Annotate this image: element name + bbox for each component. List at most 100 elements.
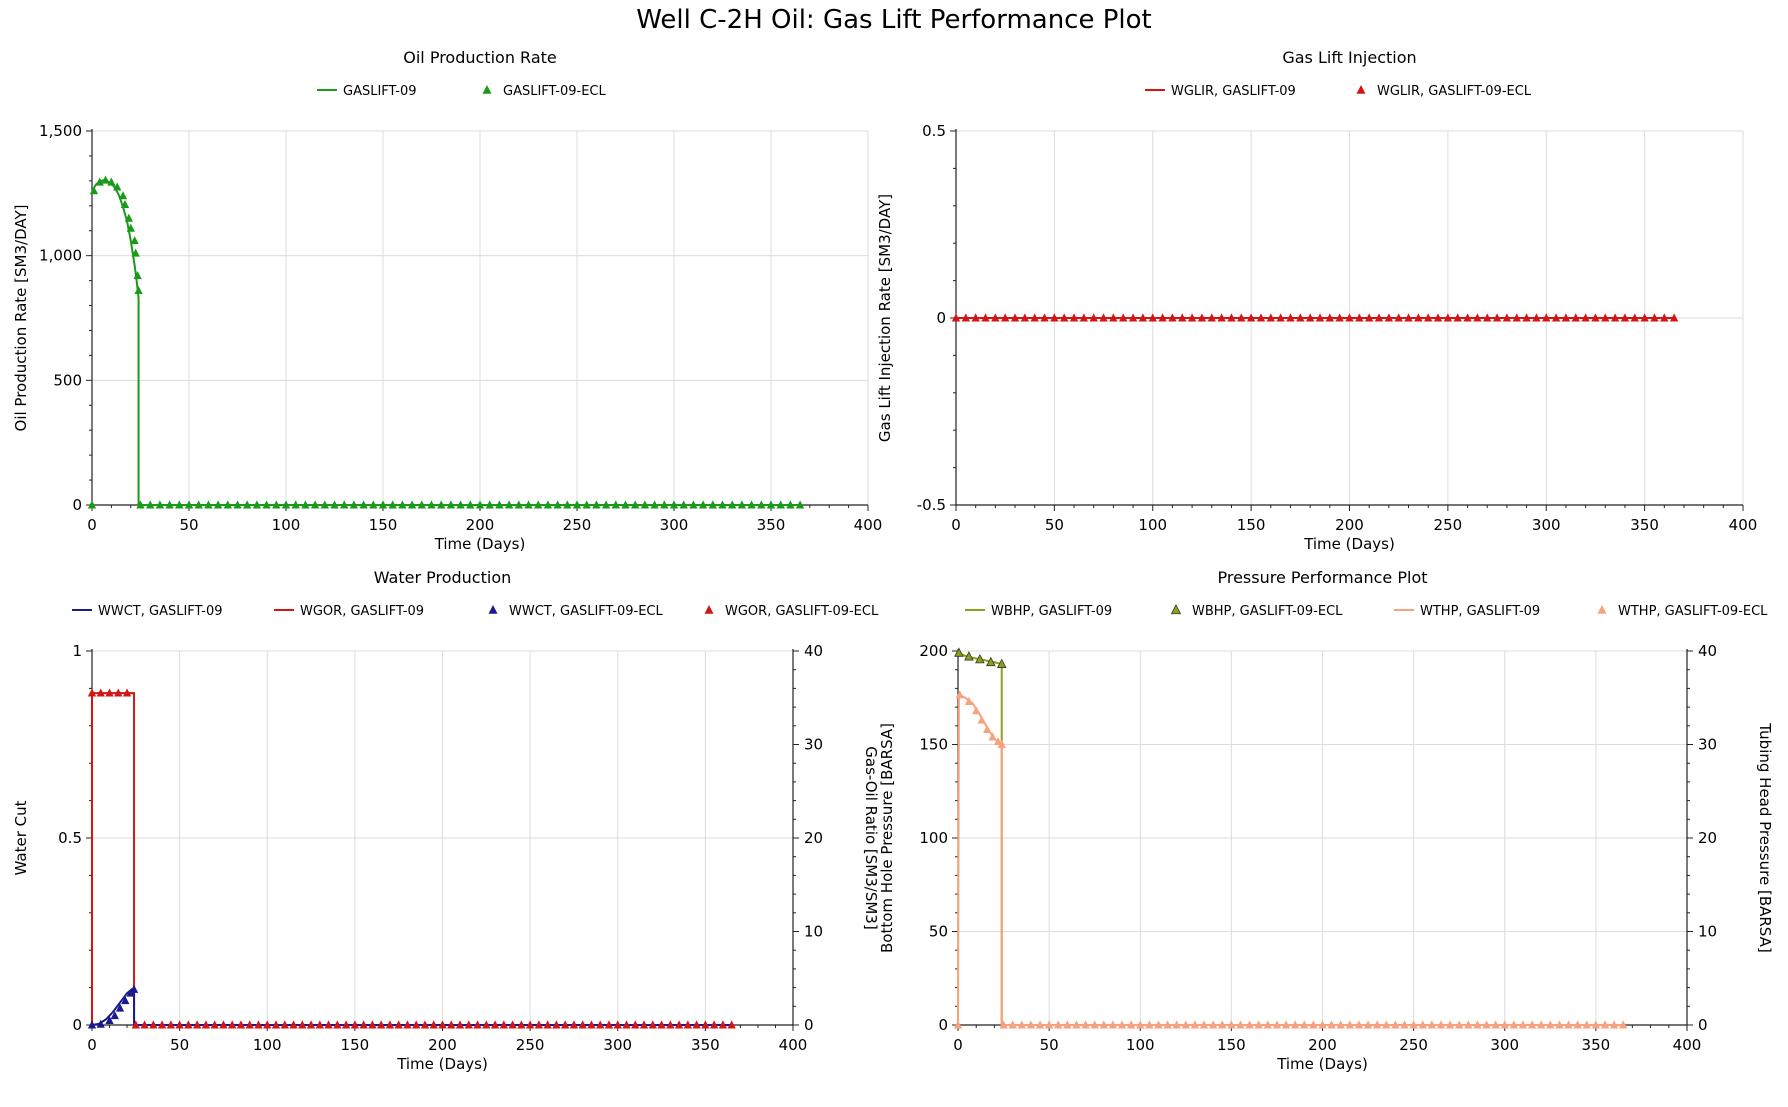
legend-entry: WTHP, GASLIFT-09 bbox=[1394, 604, 1540, 619]
data-point bbox=[1158, 313, 1167, 322]
data-point bbox=[122, 688, 132, 697]
data-point bbox=[1620, 313, 1630, 322]
legend-triangle-swatch bbox=[1597, 605, 1607, 614]
data-point bbox=[281, 500, 291, 509]
data-point bbox=[194, 500, 203, 509]
data-point bbox=[155, 500, 165, 509]
legend-label: WWCT, GASLIFT-09-ECL bbox=[509, 604, 663, 619]
data-point bbox=[1600, 1020, 1610, 1029]
data-point bbox=[534, 1020, 544, 1029]
y-tick-label: -0.5 bbox=[917, 496, 946, 514]
data-point bbox=[1345, 1020, 1354, 1029]
x-tick-label: 150 bbox=[369, 516, 398, 534]
x-tick-label: 200 bbox=[466, 516, 495, 534]
legend-entry: WWCT, GASLIFT-09-ECL bbox=[488, 604, 663, 619]
data-point bbox=[359, 500, 368, 509]
data-point bbox=[447, 1020, 456, 1029]
series-group bbox=[953, 647, 1628, 1029]
data-point bbox=[1610, 313, 1620, 322]
data-point bbox=[1154, 1020, 1163, 1029]
data-point bbox=[1518, 1020, 1528, 1029]
data-point bbox=[1436, 1020, 1446, 1029]
data-point bbox=[193, 1020, 202, 1029]
data-point bbox=[437, 500, 446, 509]
chart-panel-1: Oil Production Rate GASLIFT-09 GASLIFT-09-… bbox=[12, 48, 882, 553]
data-point bbox=[131, 1020, 140, 1029]
data-point bbox=[388, 500, 397, 509]
legend-label: WTHP, GASLIFT-09-ECL bbox=[1618, 604, 1768, 619]
legend-label: WGLIR, GASLIFT-09-ECL bbox=[1377, 84, 1532, 99]
data-point bbox=[1286, 313, 1295, 322]
data-point bbox=[728, 500, 737, 509]
data-point bbox=[1509, 1020, 1519, 1029]
data-point bbox=[553, 500, 562, 509]
data-point bbox=[349, 500, 359, 509]
data-point bbox=[1054, 1020, 1063, 1029]
data-point bbox=[1256, 313, 1266, 322]
data-point bbox=[412, 1020, 421, 1029]
data-point bbox=[420, 1020, 430, 1029]
x-axis-label: Time (Days) bbox=[1303, 535, 1395, 553]
data-point bbox=[475, 500, 485, 509]
data-point bbox=[622, 1020, 631, 1029]
x-tick-label: 50 bbox=[1045, 516, 1064, 534]
x-tick-label: 200 bbox=[428, 1036, 457, 1054]
data-point bbox=[1254, 1020, 1263, 1029]
y2-tick-label: 0 bbox=[804, 1016, 814, 1034]
x-tick-label: 150 bbox=[1237, 516, 1266, 534]
data-point bbox=[596, 1020, 605, 1029]
data-point bbox=[1382, 1020, 1391, 1029]
legend-label: WGOR, GASLIFT-09 bbox=[300, 604, 424, 619]
chart-panel-4: Pressure Performance Plot WBHP, GASLIFT-0… bbox=[878, 568, 1774, 1073]
chart-panel-3: Water Production WWCT, GASLIFT-09 WGOR, GA… bbox=[12, 568, 880, 1073]
data-point bbox=[105, 1015, 114, 1024]
data-point bbox=[1072, 1020, 1081, 1029]
data-point bbox=[1079, 313, 1089, 322]
data-point bbox=[340, 500, 349, 509]
legend-entry: GASLIFT-09-ECL bbox=[482, 84, 607, 99]
series-group bbox=[87, 175, 805, 509]
data-point bbox=[757, 500, 766, 509]
data-point bbox=[1148, 313, 1157, 322]
data-point bbox=[403, 1020, 412, 1029]
data-point bbox=[1384, 313, 1393, 322]
data-point bbox=[1409, 1020, 1418, 1029]
x-tick-label: 250 bbox=[563, 516, 592, 534]
data-point bbox=[306, 1020, 316, 1029]
x-tick-label: 250 bbox=[516, 1036, 545, 1054]
data-point bbox=[466, 500, 475, 509]
x-tick-label: 150 bbox=[1217, 1036, 1246, 1054]
data-point bbox=[107, 177, 116, 186]
data-point bbox=[157, 1020, 167, 1029]
data-point bbox=[718, 500, 727, 509]
data-point bbox=[438, 1020, 447, 1029]
data-point bbox=[1555, 1020, 1564, 1029]
data-point bbox=[236, 1020, 246, 1029]
data-point bbox=[146, 500, 155, 509]
data-point bbox=[175, 500, 184, 509]
y-axis-label: Gas Lift Injection Rate [SM3/DAY] bbox=[876, 194, 894, 442]
data-point bbox=[1081, 1020, 1090, 1029]
x-tick-label: 350 bbox=[691, 1036, 720, 1054]
data-point bbox=[639, 1020, 649, 1029]
data-point bbox=[129, 984, 139, 993]
data-point bbox=[961, 313, 970, 322]
x-tick-label: 0 bbox=[951, 516, 961, 534]
data-point bbox=[563, 500, 572, 509]
data-point bbox=[1433, 313, 1443, 322]
data-point bbox=[1291, 1020, 1300, 1029]
data-point bbox=[1090, 1020, 1099, 1029]
legend-entry: GASLIFT-09 bbox=[317, 84, 417, 99]
data-point bbox=[1424, 313, 1433, 322]
data-point bbox=[508, 1020, 517, 1029]
legend-entry: WWCT, GASLIFT-09 bbox=[72, 604, 223, 619]
data-point bbox=[727, 1020, 736, 1029]
x-tick-label: 100 bbox=[1126, 1036, 1155, 1054]
data-point bbox=[611, 500, 620, 509]
data-point bbox=[184, 500, 194, 509]
data-point bbox=[1650, 313, 1659, 322]
data-point bbox=[120, 199, 130, 209]
data-point bbox=[1181, 1020, 1190, 1029]
